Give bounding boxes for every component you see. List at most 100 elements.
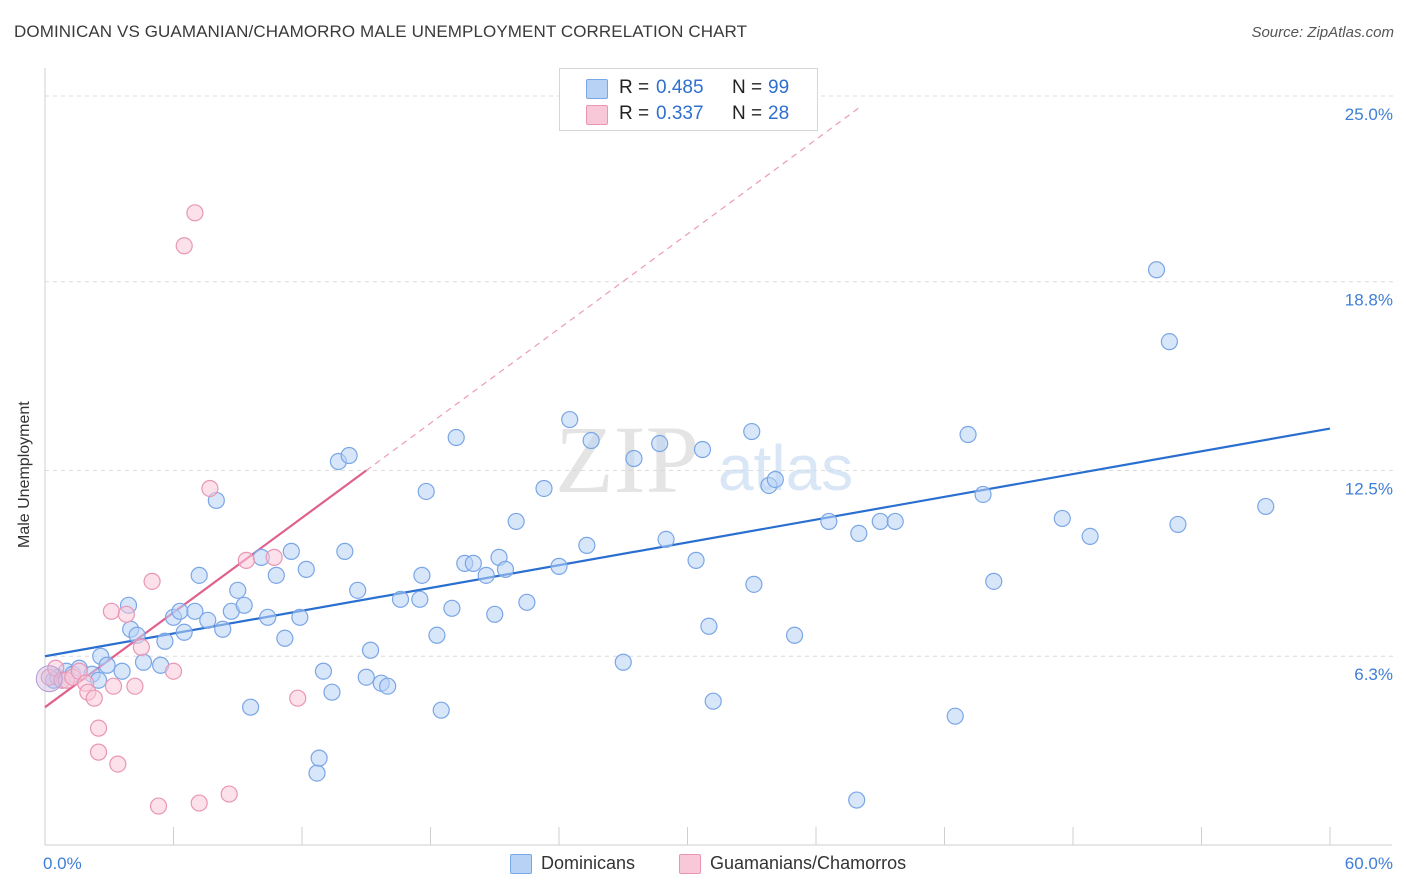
dominican-point [379,677,397,695]
dominican-point [974,485,992,504]
dominican-point [766,470,784,489]
dominican-point [308,764,326,782]
guamanian-point [89,719,108,737]
dominican-point [291,608,309,626]
dominican-point [578,536,596,554]
dominican-point [432,701,450,719]
dominican-point [267,566,285,584]
y-tick-label: 25.0% [1345,105,1393,124]
guamanian-point [149,797,168,815]
dominican-point [413,566,431,584]
dominican-point [496,560,515,578]
dominican-point [447,428,465,447]
legend-swatch-dominicans [586,79,608,99]
dominican-point [98,656,116,674]
dominican-point [561,410,579,429]
r-label: R = [619,103,650,124]
series-legend: Dominicans Guamanians/Chamorros [0,852,1406,878]
dominican-point [700,617,718,635]
dominican-point [156,632,174,650]
dominican-point [361,641,380,659]
dominican-point [518,593,536,611]
dominican-point [614,653,632,671]
dominican-point [428,626,446,644]
dominican-point [314,662,333,680]
dominican-point [323,683,341,701]
dominican-point [1147,261,1166,279]
dominican-point [582,431,600,450]
guamanian-point [143,572,161,590]
dominican-point [171,602,189,620]
guamanian-point [220,785,238,803]
n-label: N = [732,77,763,98]
dominican-point [743,422,761,441]
guamanian-trend-line-extension [365,107,860,471]
dominican-point [235,596,253,614]
legend-swatch-dominicans [510,854,532,874]
guamanian-point [289,689,307,707]
guamanian-point [190,794,208,812]
dominican-point [282,542,300,560]
dominican-point [1257,497,1275,516]
guamanian-point [132,638,150,656]
y-tick-label: 6.3% [1354,665,1393,684]
dominican-point [417,482,435,501]
dominican-point [1169,515,1187,534]
guamanian-point [109,755,127,773]
cluster-point [35,665,63,693]
guamanian-point [102,602,120,620]
dominican-point [625,449,643,468]
dominican-point [297,560,315,578]
n-value: 99 [768,77,790,98]
guamanian-point [89,743,108,761]
dominican-point [1053,509,1071,528]
dominican-point [477,566,495,584]
dominican-point [848,791,866,809]
dominican-point [310,749,328,767]
dominican-point [186,602,204,620]
dominican-point [190,566,208,584]
dominican-point [535,479,553,498]
dominican-point [820,512,838,531]
legend-label-guamanians: Guamanians/Chamorros [710,853,907,873]
dominican-point [850,524,868,543]
dominican-point [507,512,525,531]
chart-source: Source: ZipAtlas.com [1251,24,1394,41]
dominican-point [745,575,763,593]
dominican-point [985,572,1003,590]
dominican-point [357,668,375,686]
guamanian-point [175,237,193,255]
trend-lines [44,107,1331,709]
watermark-atlas: atlas [718,432,853,504]
dominican-point [785,626,804,644]
guamanian-point [265,548,283,566]
dominican-point [411,590,429,608]
dominican-point [1160,333,1178,351]
dominican-point [113,662,131,680]
dominican-point [443,599,461,617]
dominican-point [229,581,247,599]
dominican-point [340,446,358,465]
dominican-point [199,611,217,629]
tick-labels: 6.3% 12.5% 18.8% 25.0% 0.0% 60.0% [43,105,1393,873]
guamanian-point [186,204,204,222]
dominican-point [1081,527,1099,546]
dominican-point [336,542,354,560]
dominican-point [687,551,705,569]
dominican-point [959,425,977,444]
guamanian-point [126,677,144,695]
dominican-trend-line [44,427,1331,658]
dominican-point [242,698,260,716]
r-value: 0.337 [656,103,704,124]
axes [44,68,1392,846]
dominican-point [871,512,889,531]
dominican-point [175,623,193,641]
dominican-point [391,590,410,608]
guamanian-point [104,677,123,695]
n-value: 28 [768,103,790,124]
guamanian-point [85,689,103,707]
grid-lines [45,95,1395,657]
stats-legend: R = 0.485 N = 99 R = 0.337 N = 28 [559,68,818,131]
dominican-point [464,554,482,572]
